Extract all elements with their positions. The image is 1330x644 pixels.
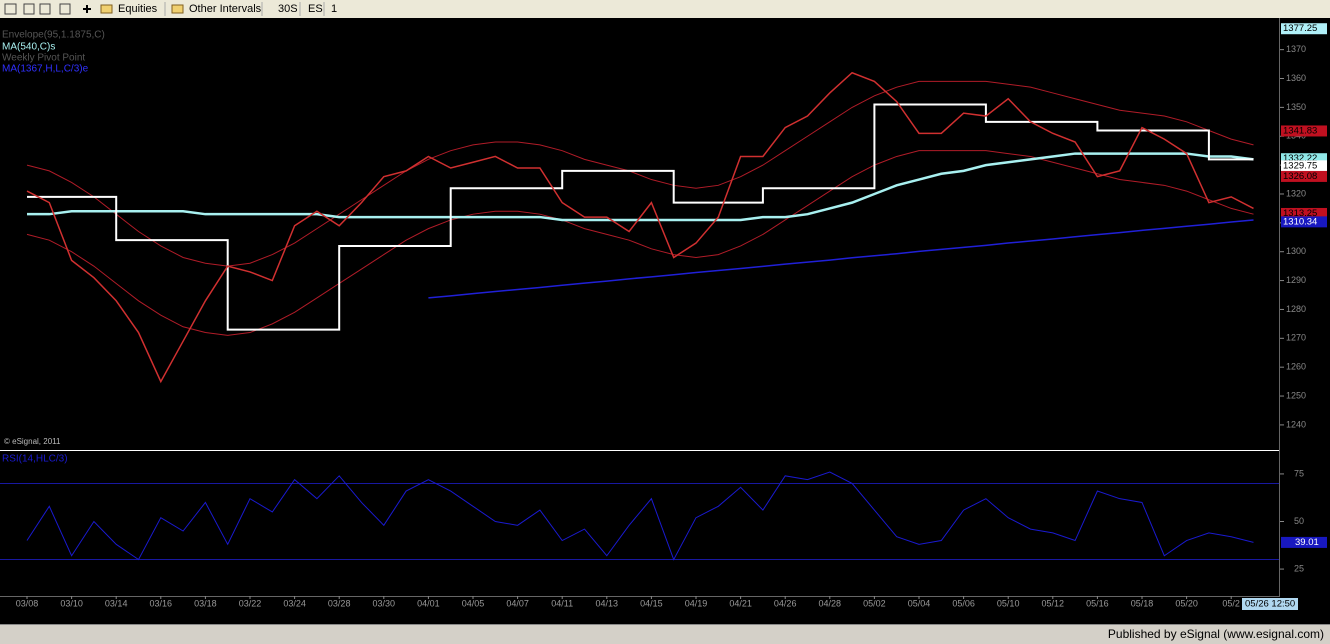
- x-tick-label: 05/02: [863, 598, 886, 608]
- x-tick-label: 05/16: [1086, 598, 1109, 608]
- price-tag: [1281, 153, 1327, 165]
- x-tick-label: 04/19: [685, 598, 708, 608]
- toolbar-icons: [4, 3, 184, 15]
- series-line: [27, 152, 1254, 222]
- rsi-title: RSI(14,HLC/3): [2, 454, 68, 465]
- y-tick-label: 1360: [1286, 73, 1306, 83]
- x-tick-label: 04/13: [596, 598, 619, 608]
- x-tick-label: 04/26: [774, 598, 797, 608]
- y-tick-label: 1280: [1286, 304, 1306, 314]
- price-tag-label: 1377.25: [1283, 23, 1317, 34]
- legend-entry: MA(1367,H,L,C/3)e: [2, 64, 89, 75]
- toolbar-item: 1: [331, 3, 337, 15]
- time-tag: [1242, 598, 1298, 610]
- rsi-line: [26, 471, 1254, 561]
- y-tick-label: 1250: [1286, 390, 1306, 400]
- x-tick-label: 05/18: [1131, 598, 1154, 608]
- y-tick-label: 1260: [1286, 362, 1306, 372]
- price-tag: [1281, 207, 1327, 219]
- price-tag: [1281, 125, 1327, 137]
- y-tick-label: 1240: [1286, 419, 1306, 429]
- x-tick-label: 03/18: [194, 598, 217, 608]
- x-tick-label: 04/05: [462, 598, 485, 608]
- x-tick-label: 05/10: [997, 598, 1020, 608]
- y-tick-label: 1320: [1286, 188, 1306, 198]
- x-tick-label: 05/20: [1175, 598, 1198, 608]
- x-tick-label: 04/21: [729, 598, 752, 608]
- toolbar-item: Other Intervals: [189, 3, 262, 15]
- watermark: © eSignal, 2011: [4, 437, 61, 446]
- price-tag-label: 1329.75: [1283, 160, 1317, 171]
- price-tag: [1281, 23, 1327, 35]
- x-tick-label: 04/28: [819, 598, 842, 608]
- x-tick-label: 04/15: [640, 598, 663, 608]
- envelope-lower: [26, 150, 1254, 336]
- y-tick-label: 75: [1294, 468, 1304, 478]
- price-tag-label: 1326.08: [1283, 171, 1317, 182]
- series-line: [27, 103, 1254, 331]
- x-tick-label: 05/04: [908, 598, 931, 608]
- price-tag: [1281, 216, 1327, 228]
- footer-text: Published by eSignal (www.esignal.com): [1108, 627, 1324, 641]
- x-tick-label: 03/08: [16, 598, 39, 608]
- price-tag-label: 1313.25: [1283, 208, 1317, 219]
- y-tick-label: 25: [1294, 563, 1304, 573]
- x-tick-label: 03/16: [150, 598, 173, 608]
- toolbar-item: Equities: [118, 3, 158, 15]
- toolbar-item: 30S: [278, 3, 298, 15]
- y-tick-label: 1370: [1286, 44, 1306, 54]
- x-tick-label: 03/28: [328, 598, 351, 608]
- price-tag: [1281, 170, 1327, 182]
- rsi-tag: [1281, 536, 1327, 548]
- x-tick-label: 03/22: [239, 598, 262, 608]
- x-tick-label: 04/11: [551, 598, 573, 608]
- time-tag-label: 05/26 12:50: [1245, 599, 1295, 610]
- footer-bar: [0, 625, 1330, 644]
- legend-entry: Weekly Pivot Point: [2, 53, 85, 64]
- toolbar-item: ES: [308, 3, 323, 15]
- x-tick-label: 03/10: [60, 598, 83, 608]
- rsi-tag-label: 39.01: [1295, 537, 1319, 548]
- x-tick-label: 04/07: [506, 598, 529, 608]
- envelope-upper: [26, 80, 1254, 267]
- legend-entry: Envelope(95,1.1875,C): [2, 30, 105, 41]
- legend-entry: MA(540,C)s: [2, 42, 55, 53]
- y-tick-label: 1300: [1286, 246, 1306, 256]
- price-tag: [1281, 160, 1327, 172]
- price-tag-label: 1332.22: [1283, 153, 1317, 164]
- x-tick-label: 03/30: [373, 598, 396, 608]
- y-tick-label: 50: [1294, 516, 1304, 526]
- x-tick-label: 05/12: [1042, 598, 1065, 608]
- y-tick-label: 1350: [1286, 102, 1306, 112]
- price-line: [26, 71, 1254, 384]
- y-tick-label: 1290: [1286, 275, 1306, 285]
- price-tag-label: 1341.83: [1283, 125, 1317, 136]
- x-tick-label: 03/14: [105, 598, 128, 608]
- price-tag-label: 1310.34: [1283, 216, 1317, 227]
- x-tick-label: 05/06: [952, 598, 975, 608]
- x-tick-label: 05/2: [1222, 598, 1240, 608]
- y-tick-label: 1270: [1286, 333, 1306, 343]
- toolbar: [0, 0, 1330, 18]
- series-line: [428, 219, 1254, 299]
- x-tick-label: 03/24: [283, 598, 306, 608]
- x-tick-label: 04/01: [417, 598, 440, 608]
